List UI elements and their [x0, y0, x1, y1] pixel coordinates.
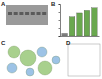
y-tick-mark: [59, 36, 61, 37]
y-tick-mark: [59, 12, 61, 13]
x-axis: [61, 36, 100, 37]
y-tick: [59, 36, 61, 37]
circle: [26, 68, 34, 76]
gel-background: [6, 5, 48, 25]
panel-label: D: [66, 40, 71, 46]
y-tick-mark: [59, 4, 61, 5]
figure: A B C D: [0, 0, 102, 79]
panel-label: B: [51, 1, 56, 7]
circle: [52, 56, 60, 64]
gel-band: [8, 12, 12, 15]
y-axis-line: [59, 5, 61, 37]
panel-label: A: [1, 1, 6, 7]
bars: [62, 8, 97, 36]
bar: [69, 17, 75, 36]
y-tick-mark: [59, 28, 61, 29]
bar: [77, 13, 83, 36]
y-axis: [59, 5, 61, 37]
gel-band: [42, 12, 46, 15]
gel-band: [37, 12, 41, 15]
bar: [92, 8, 98, 36]
circle: [20, 50, 36, 66]
y-tick: [59, 12, 61, 13]
y-tick: [59, 4, 61, 5]
panel-label: C: [1, 40, 6, 46]
bar: [62, 33, 68, 36]
y-tick: [59, 28, 61, 29]
y-tick-mark: [59, 20, 61, 21]
circle: [7, 63, 17, 73]
circle: [37, 47, 47, 57]
circle: [38, 61, 52, 75]
x-axis-line: [61, 36, 100, 37]
gel-band: [25, 12, 29, 15]
gel-band: [19, 12, 23, 15]
circle: [8, 46, 20, 58]
y-tick: [59, 20, 61, 21]
bar: [84, 10, 90, 36]
gel-band: [14, 12, 18, 15]
panel-d-box: [68, 44, 100, 76]
circle-diagram: [7, 46, 60, 76]
gel-panel: [6, 5, 48, 25]
gel-band: [31, 12, 35, 15]
